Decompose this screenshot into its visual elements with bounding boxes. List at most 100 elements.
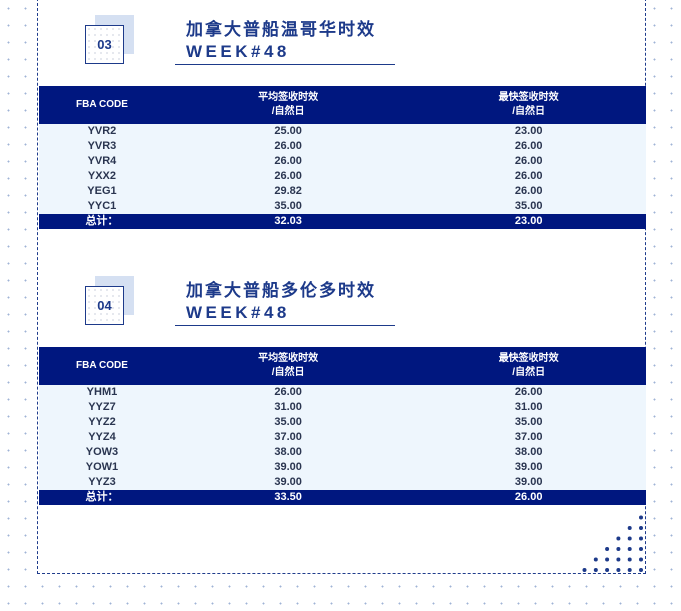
table-cell: 39.00 [164,475,412,490]
table-cell: YVR3 [39,139,165,154]
table-cell: 26.00 [164,154,412,169]
table-cell: YXX2 [39,169,165,184]
table-row: YYC1 35.00 35.00 [39,199,646,214]
table-cell: 26.00 [411,139,646,154]
table-cell: 35.00 [411,415,646,430]
header-line: /自然日 [512,106,546,117]
table-row: YEG1 29.82 26.00 [39,184,646,199]
section-number: 03 [97,37,112,52]
corner-dot [639,515,643,520]
column-header: 最快签收时效/自然日 [411,347,646,385]
total-cell: 23.00 [411,214,646,229]
total-row: 总计： 33.50 26.00 [39,490,646,505]
table-cell: YHM1 [39,385,165,400]
section-number-badge: 04 [85,286,124,325]
total-cell: 33.50 [164,490,412,505]
header-line: 平均签收时效 [258,353,319,364]
timeliness-table: FBA CODE 平均签收时效/自然日 最快签收时效/自然日 YVR2 25.00 23.… [39,86,646,229]
timeliness-table: FBA CODE 平均签收时效/自然日 最快签收时效/自然日 YHM1 26.00 26.… [39,347,646,505]
section-week: WEEK#48 [186,303,290,322]
table-cell: 23.00 [411,124,646,139]
header-line: 最快签收时效 [498,92,559,103]
corner-dot [639,557,643,562]
table-row: YVR4 26.00 26.00 [39,154,646,169]
corner-dot [627,526,632,530]
table-row: YOW1 39.00 39.00 [39,460,646,475]
table-cell: YYZ7 [39,400,165,415]
header-line: /自然日 [271,106,305,117]
table-cell: YYZ2 [39,415,165,430]
corner-dot [593,568,598,572]
corner-dot [605,557,610,562]
table-row: YVR2 25.00 23.00 [39,124,646,139]
section-title: 加拿大普船多伦多时效 [186,281,376,300]
table-cell: 38.00 [411,445,646,460]
corner-dot [639,526,643,530]
table-row: YXX2 26.00 26.00 [39,169,646,184]
corner-dot [627,557,632,562]
corner-dot [639,547,643,551]
corner-dot [593,557,598,562]
corner-dot [616,557,621,562]
table-cell: YOW1 [39,460,165,475]
title-underline [175,64,395,65]
table-cell: YYZ3 [39,475,165,490]
table-cell: 26.00 [164,139,412,154]
header-line: /自然日 [512,367,546,378]
table-cell: 26.00 [411,154,646,169]
column-header: 平均签收时效/自然日 [164,86,412,124]
table-row: YYZ4 37.00 37.00 [39,430,646,445]
content-panel: 03 加拿大普船温哥华时效 WEEK#48 FBA CODE 平均签收时效/自然日… [37,0,646,574]
corner-dot [605,568,610,572]
table-cell: 31.00 [411,400,646,415]
table-header-row: FBA CODE 平均签收时效/自然日 最快签收时效/自然日 [39,86,646,124]
header-line: /自然日 [271,367,305,378]
table-cell: YEG1 [39,184,165,199]
header-line: 平均签收时效 [258,92,319,103]
section-number-badge: 03 [85,25,124,64]
table-cell: 26.00 [411,169,646,184]
corner-dot [582,568,587,572]
corner-dot-pattern [582,515,643,572]
table-row: YHM1 26.00 26.00 [39,385,646,400]
table-header-row: FBA CODE 平均签收时效/自然日 最快签收时效/自然日 [39,347,646,385]
column-header: 最快签收时效/自然日 [411,86,646,124]
table-row: YVR3 26.00 26.00 [39,139,646,154]
table-row: YYZ3 39.00 39.00 [39,475,646,490]
table-cell: YYZ4 [39,430,165,445]
table-cell: 39.00 [411,475,646,490]
table-cell: 37.00 [411,430,646,445]
corner-dot [616,536,621,541]
corner-dot [616,547,621,551]
corner-dot [627,568,632,572]
total-cell: 32.03 [164,214,412,229]
table-row: YYZ2 35.00 35.00 [39,415,646,430]
table-cell: YYC1 [39,199,165,214]
table-cell: 35.00 [164,199,412,214]
total-row: 总计： 32.03 23.00 [39,214,646,229]
corner-dot [616,568,621,572]
section-week: WEEK#48 [186,42,290,61]
header-line: FBA CODE [76,99,128,110]
table-cell: 39.00 [411,460,646,475]
section-number: 04 [97,298,112,313]
table-cell: 26.00 [411,385,646,400]
header-line: FBA CODE [76,360,128,371]
table-row: YYZ7 31.00 31.00 [39,400,646,415]
column-header: FBA CODE [39,347,165,385]
table-cell: 29.82 [164,184,412,199]
table-cell: 37.00 [164,430,412,445]
total-cell: 26.00 [411,490,646,505]
table-cell: 35.00 [164,415,412,430]
table-cell: 31.00 [164,400,412,415]
column-header: 平均签收时效/自然日 [164,347,412,385]
corner-dot [627,536,632,541]
header-line: 最快签收时效 [498,353,559,364]
table-cell: 26.00 [164,385,412,400]
table-cell: YVR4 [39,154,165,169]
table-cell: 39.00 [164,460,412,475]
table-cell: 26.00 [164,169,412,184]
section-title: 加拿大普船温哥华时效 [186,20,376,39]
table-cell: YVR2 [39,124,165,139]
table-cell: 38.00 [164,445,412,460]
